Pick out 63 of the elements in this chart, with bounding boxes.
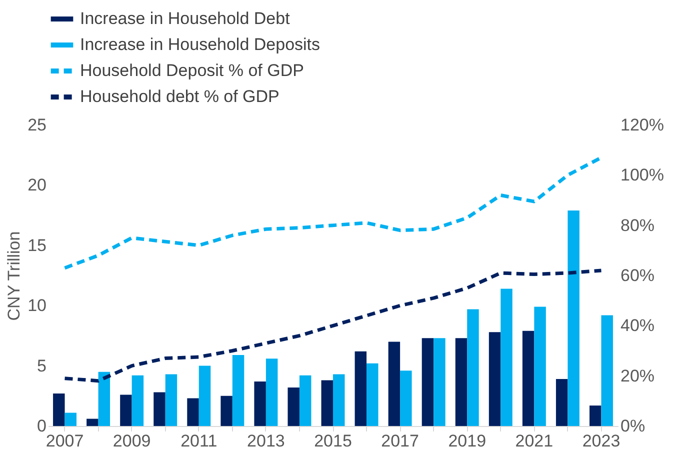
legend-label: Household debt % of GDP — [80, 87, 280, 106]
legend-label: Increase in Household Debt — [80, 9, 290, 28]
y-tick-label: 25 — [28, 116, 46, 134]
bar — [556, 379, 568, 426]
x-tick-label: 2023 — [582, 432, 620, 450]
bar — [288, 387, 300, 426]
bar — [120, 394, 132, 426]
y2-tick-label: 80% — [620, 216, 655, 235]
legend-label: Increase in Household Deposits — [80, 35, 320, 54]
bar — [488, 332, 501, 426]
bar — [601, 315, 613, 426]
bar — [165, 374, 178, 426]
x-tick-label: 2011 — [180, 432, 218, 450]
legend-label: Household Deposit % of GDP — [80, 61, 304, 80]
bar — [522, 330, 534, 426]
x-tick-label: 2015 — [314, 432, 352, 450]
line-series — [63, 156, 603, 270]
bar — [333, 374, 345, 426]
y-axis-title: CNY Trillion — [4, 231, 24, 321]
bar — [534, 306, 546, 426]
y2-tick-label: 100% — [620, 166, 664, 185]
bar — [422, 338, 434, 426]
bar — [64, 412, 76, 426]
y-tick-label: 20 — [28, 176, 46, 195]
bar — [366, 363, 378, 426]
bar — [568, 210, 580, 426]
y2-tick-label: 20% — [620, 366, 655, 386]
x-tick-label: 2009 — [112, 432, 151, 450]
bar — [388, 342, 400, 426]
y2-tick-label: 120% — [620, 116, 664, 134]
bar — [187, 398, 199, 426]
bar — [220, 396, 232, 426]
bar — [299, 375, 312, 426]
x-tick-label: 2019 — [448, 432, 486, 450]
bar — [455, 338, 468, 426]
bar — [321, 380, 333, 426]
x-tick-label: 2013 — [247, 432, 285, 450]
bar — [590, 406, 602, 426]
bar — [266, 358, 278, 426]
bar — [132, 375, 144, 426]
y2-tick-label: 40% — [620, 316, 655, 336]
bar — [467, 309, 479, 426]
bar — [254, 381, 266, 426]
bar — [232, 354, 244, 426]
bar — [154, 392, 166, 426]
bar — [434, 338, 446, 426]
y-tick-label: 0 — [37, 416, 46, 436]
y2-tick-label: 60% — [620, 266, 655, 285]
bar — [198, 366, 211, 426]
bar — [98, 372, 110, 426]
bar — [53, 393, 65, 426]
bar — [354, 351, 367, 426]
x-tick-label: 2007 — [46, 432, 84, 450]
bar — [400, 370, 412, 426]
y-tick-label: 10 — [28, 296, 46, 316]
line-series — [63, 268, 603, 383]
y2-tick-label: 0% — [620, 416, 646, 436]
x-tick-label: 2017 — [381, 432, 419, 450]
y-tick-label: 5 — [37, 356, 46, 376]
bar — [86, 418, 98, 426]
bar — [500, 288, 512, 426]
x-tick-label: 2021 — [515, 432, 554, 450]
y-tick-label: 15 — [28, 236, 46, 255]
